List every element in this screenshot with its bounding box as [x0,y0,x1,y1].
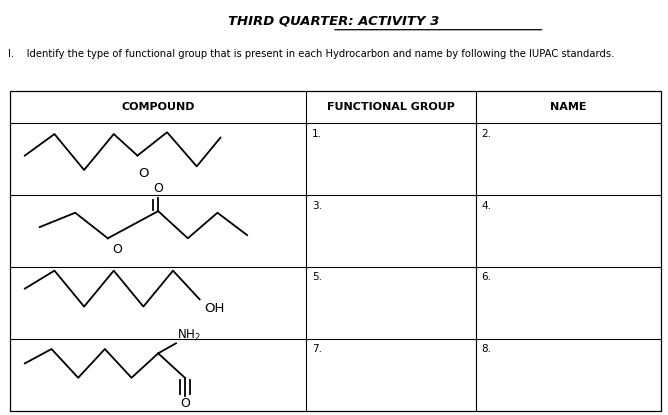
Text: NH$_2$: NH$_2$ [178,327,201,342]
Text: 8.: 8. [481,344,491,354]
Text: OH: OH [204,302,224,315]
Text: O: O [112,243,122,256]
Text: FUNCTIONAL GROUP: FUNCTIONAL GROUP [327,102,455,112]
Text: 6.: 6. [481,272,491,283]
Text: THIRD QUARTER: ACTIVITY 3: THIRD QUARTER: ACTIVITY 3 [228,15,440,28]
Text: 2.: 2. [481,129,491,139]
Text: 1.: 1. [312,129,322,139]
Text: O: O [180,397,190,410]
Text: 4.: 4. [481,200,491,210]
Text: O: O [153,182,163,195]
Text: O: O [138,167,148,180]
Text: 3.: 3. [312,200,322,210]
Text: 7.: 7. [312,344,322,354]
Text: NAME: NAME [550,102,587,112]
Text: I.    Identify the type of functional group that is present in each Hydrocarbon : I. Identify the type of functional group… [8,49,615,59]
Text: 5.: 5. [312,272,322,283]
Text: COMPOUND: COMPOUND [122,102,195,112]
